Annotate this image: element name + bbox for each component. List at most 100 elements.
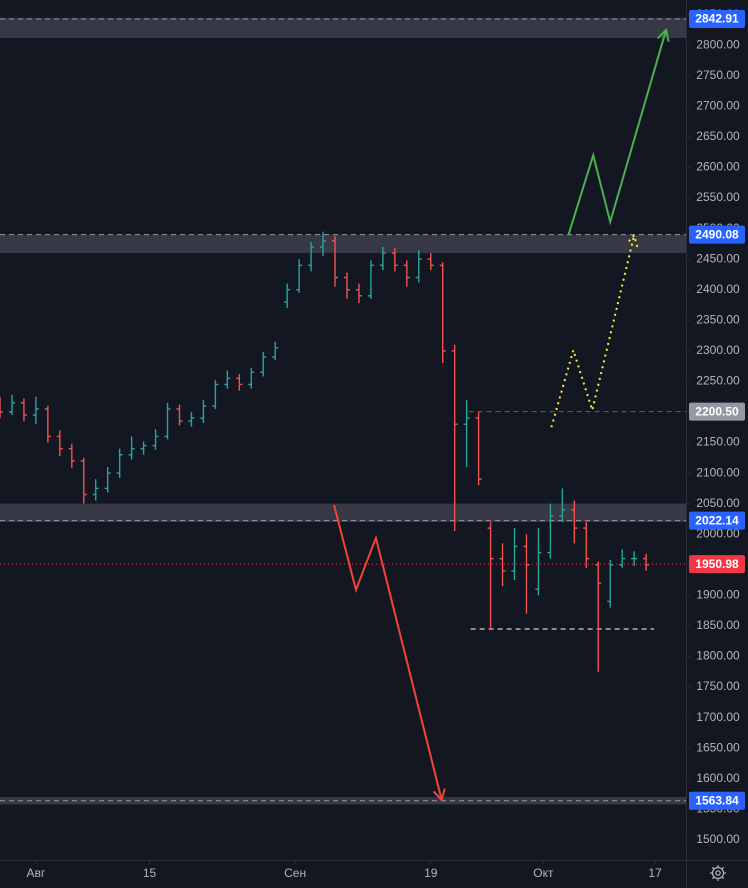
ohlc-bar (463, 399, 470, 467)
ohlc-bar (475, 411, 482, 486)
y-tick-label: 2800.00 (696, 37, 740, 51)
x-tick-label: Авг (27, 866, 46, 880)
y-tick-label: 2250.00 (696, 374, 740, 388)
price-badge-label: 2022.14 (695, 513, 739, 527)
ohlc-bar (427, 253, 434, 271)
y-tick-label: 2650.00 (696, 129, 740, 143)
y-tick-label: 2400.00 (696, 282, 740, 296)
ohlc-bar (451, 344, 458, 532)
x-tick-label: 19 (424, 866, 438, 880)
ohlc-bar (44, 405, 51, 443)
ohlc-bar (80, 457, 87, 504)
x-tick-label: 15 (143, 866, 157, 880)
ohlc-bar (0, 396, 3, 419)
ohlc-bar (260, 352, 267, 377)
ohlc-bar (248, 367, 255, 389)
ohlc-bar (619, 549, 626, 568)
y-tick-label: 1650.00 (696, 740, 740, 754)
x-tick-label: Сен (284, 866, 306, 880)
price-badge-label: 2200.50 (695, 404, 739, 418)
trend-drawing (567, 29, 668, 236)
y-tick-label: 1600.00 (696, 771, 740, 785)
ohlc-bar (236, 374, 243, 391)
ohlc-bar (152, 429, 159, 450)
ohlc-bar (116, 448, 123, 478)
ohlc-bar (188, 411, 195, 427)
ohlc-bar (607, 559, 614, 608)
ohlc-bar (487, 521, 494, 629)
ohlc-bar (511, 528, 518, 581)
price-badge-label: 1950.98 (695, 557, 739, 571)
ohlc-bar (212, 380, 219, 409)
ohlc-bar (643, 553, 650, 571)
arrow-head (432, 788, 446, 803)
y-tick-label: 1500.00 (696, 832, 740, 846)
ohlc-bar (499, 543, 506, 587)
y-tick-label: 2050.00 (696, 496, 740, 510)
ohlc-bar (523, 534, 530, 614)
ohlc-bar (224, 370, 231, 389)
ohlc-bar (439, 262, 446, 364)
y-tick-label: 2600.00 (696, 160, 740, 174)
ohlc-bar (631, 551, 638, 566)
ohlc-bar (296, 259, 303, 293)
arrow-head (625, 233, 639, 248)
ohlc-bar (571, 500, 578, 544)
y-tick-label: 2150.00 (696, 435, 740, 449)
y-tick-label: 2350.00 (696, 312, 740, 326)
y-tick-label: 2100.00 (696, 465, 740, 479)
y-tick-label: 2750.00 (696, 68, 740, 82)
ohlc-bar (176, 404, 183, 426)
ohlc-bar (355, 283, 362, 304)
y-tick-label: 2550.00 (696, 190, 740, 204)
price-badge (689, 791, 745, 810)
ohlc-bar (415, 249, 422, 283)
y-tick-label: 1700.00 (696, 710, 740, 724)
ohlc-bar (20, 398, 27, 422)
ohlc-bar (391, 248, 398, 272)
price-badge (689, 225, 745, 244)
y-tick-label: 2700.00 (696, 99, 740, 113)
y-tick-label: 1750.00 (696, 679, 740, 693)
y-tick-label: 1850.00 (696, 618, 740, 632)
price-badge-label: 2490.08 (695, 227, 739, 241)
price-badge (689, 511, 745, 530)
arrow-head (656, 27, 670, 42)
price-badge (689, 10, 745, 29)
settings-icon[interactable] (710, 865, 726, 881)
price-badge (689, 402, 745, 421)
price-badge-label: 1563.84 (695, 793, 739, 807)
price-badge (689, 555, 745, 574)
ohlc-bar (140, 441, 147, 455)
ohlc-bar (320, 231, 327, 257)
ohlc-bar (367, 260, 374, 299)
ohlc-bar (547, 503, 554, 559)
ohlc-bar (583, 521, 590, 568)
ohlc-bar (68, 443, 75, 469)
x-tick-label: 17 (648, 866, 662, 880)
ohlc-bar (403, 260, 410, 287)
ohlc-bar (284, 283, 291, 309)
ohlc-bar (379, 246, 386, 271)
ohlc-bar (56, 430, 63, 456)
y-tick-label: 2000.00 (696, 526, 740, 540)
ohlc-bar (308, 242, 315, 272)
ohlc-bar (559, 488, 566, 522)
zone (0, 17, 686, 38)
ohlc-bar (32, 396, 39, 425)
y-tick-label: 2450.00 (696, 251, 740, 265)
y-tick-label: 1900.00 (696, 588, 740, 602)
ohlc-bar (535, 528, 542, 596)
ohlc-bar (200, 399, 207, 423)
ohlc-bar (104, 466, 111, 493)
ohlc-bar (128, 436, 135, 460)
trend-drawing (333, 504, 443, 801)
ohlc-bar (164, 402, 171, 440)
ohlc-bar (272, 341, 279, 361)
zone (0, 503, 686, 522)
price-badge-label: 2842.91 (695, 12, 739, 26)
ohlc-bar (595, 561, 602, 672)
plot-area (0, 17, 686, 805)
